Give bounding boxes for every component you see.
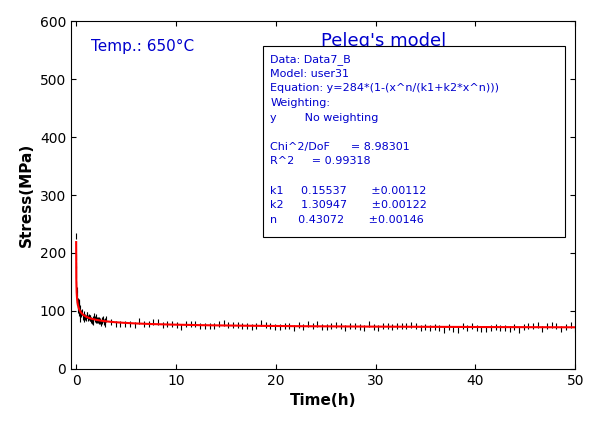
- FancyBboxPatch shape: [263, 45, 565, 237]
- X-axis label: Time(h): Time(h): [290, 393, 356, 408]
- Text: R^2     = 0.99318: R^2 = 0.99318: [270, 156, 371, 167]
- Text: Data: Data7_B: Data: Data7_B: [270, 54, 351, 65]
- Text: Temp.: 650°C: Temp.: 650°C: [91, 39, 195, 53]
- Text: k2     1.30947       ±0.00122: k2 1.30947 ±0.00122: [270, 200, 427, 210]
- Text: y        No weighting: y No weighting: [270, 113, 379, 123]
- Text: k1     0.15537       ±0.00112: k1 0.15537 ±0.00112: [270, 186, 426, 195]
- Text: Chi^2/DoF      = 8.98301: Chi^2/DoF = 8.98301: [270, 142, 410, 152]
- Text: Peleg's model: Peleg's model: [321, 32, 447, 50]
- Y-axis label: Stress(MPa): Stress(MPa): [20, 143, 34, 247]
- Text: n      0.43072       ±0.00146: n 0.43072 ±0.00146: [270, 215, 424, 225]
- Text: Equation: y=284*(1-(x^n/(k1+k2*x^n))): Equation: y=284*(1-(x^n/(k1+k2*x^n))): [270, 84, 499, 93]
- Text: Model: user31: Model: user31: [270, 69, 349, 79]
- Text: Weighting:: Weighting:: [270, 98, 330, 108]
